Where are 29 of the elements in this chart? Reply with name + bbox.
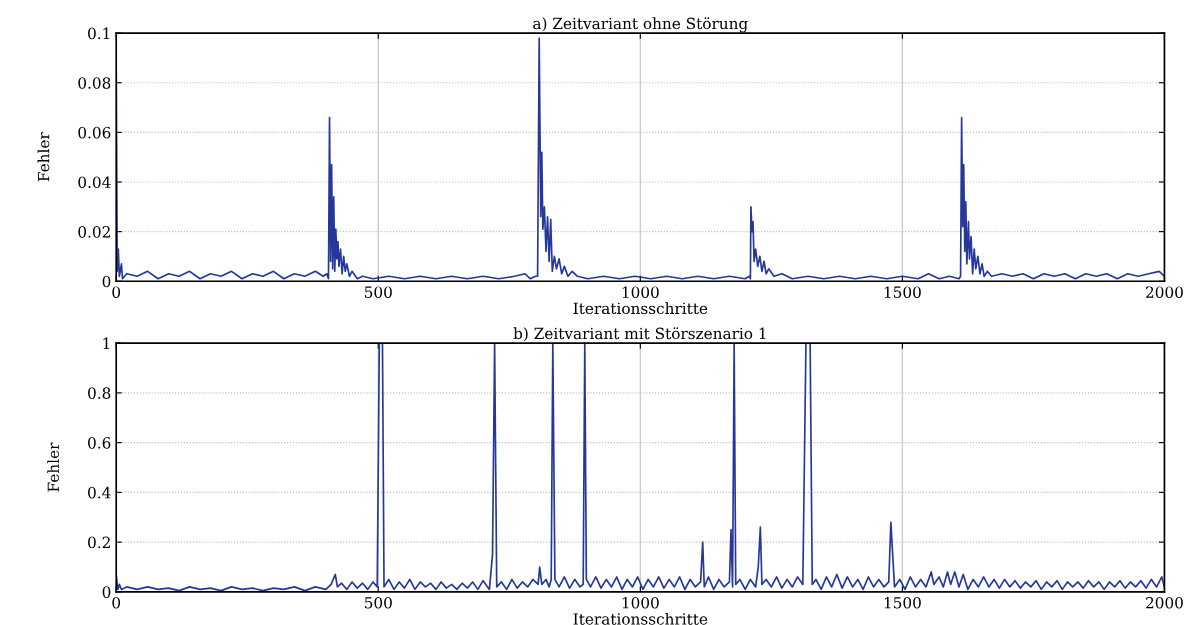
x-tick-label: 500 [364,286,392,298]
y-tick-label: 0.8 [88,387,111,399]
y-axis-title: Fehler [47,442,60,492]
chart-title: a) Zeitvariant ohne Störung [533,17,748,33]
x-tick-label: 0 [112,597,121,609]
line-series [116,343,1165,592]
y-tick-label: 0 [102,275,111,288]
y-tick-label: 0.4 [88,486,111,499]
x-tick-label: 1000 [622,286,659,298]
x-tick-label: 0 [112,286,121,298]
x-axis-title: Iterationsschritte [573,612,708,625]
y-tick-label: 0.6 [88,437,111,449]
y-tick-label: 0 [102,586,111,598]
x-tick-label: 1500 [884,286,921,298]
x-tick-label: 1000 [622,597,659,609]
x-tick-label: 2000 [1146,597,1183,609]
y-tick-label: 0.1 [88,27,110,40]
y-tick-label: 0.08 [78,77,111,89]
x-tick-label: 1500 [884,597,921,609]
y-tick-label: 0.2 [88,536,110,549]
x-axis-title: Iterationsschritte [573,302,708,315]
y-tick-label: 0.04 [78,176,111,189]
x-tick-label: 500 [364,597,392,609]
y-tick-label: 0.02 [78,226,110,238]
y-tick-label: 0.06 [78,126,111,139]
chart-title: b) Zeitvariant mit Störszenario 1 [513,327,766,342]
y-axis-title: Fehler [37,132,50,182]
x-tick-label: 2000 [1146,286,1183,298]
y-tick-label: 1 [103,337,110,349]
